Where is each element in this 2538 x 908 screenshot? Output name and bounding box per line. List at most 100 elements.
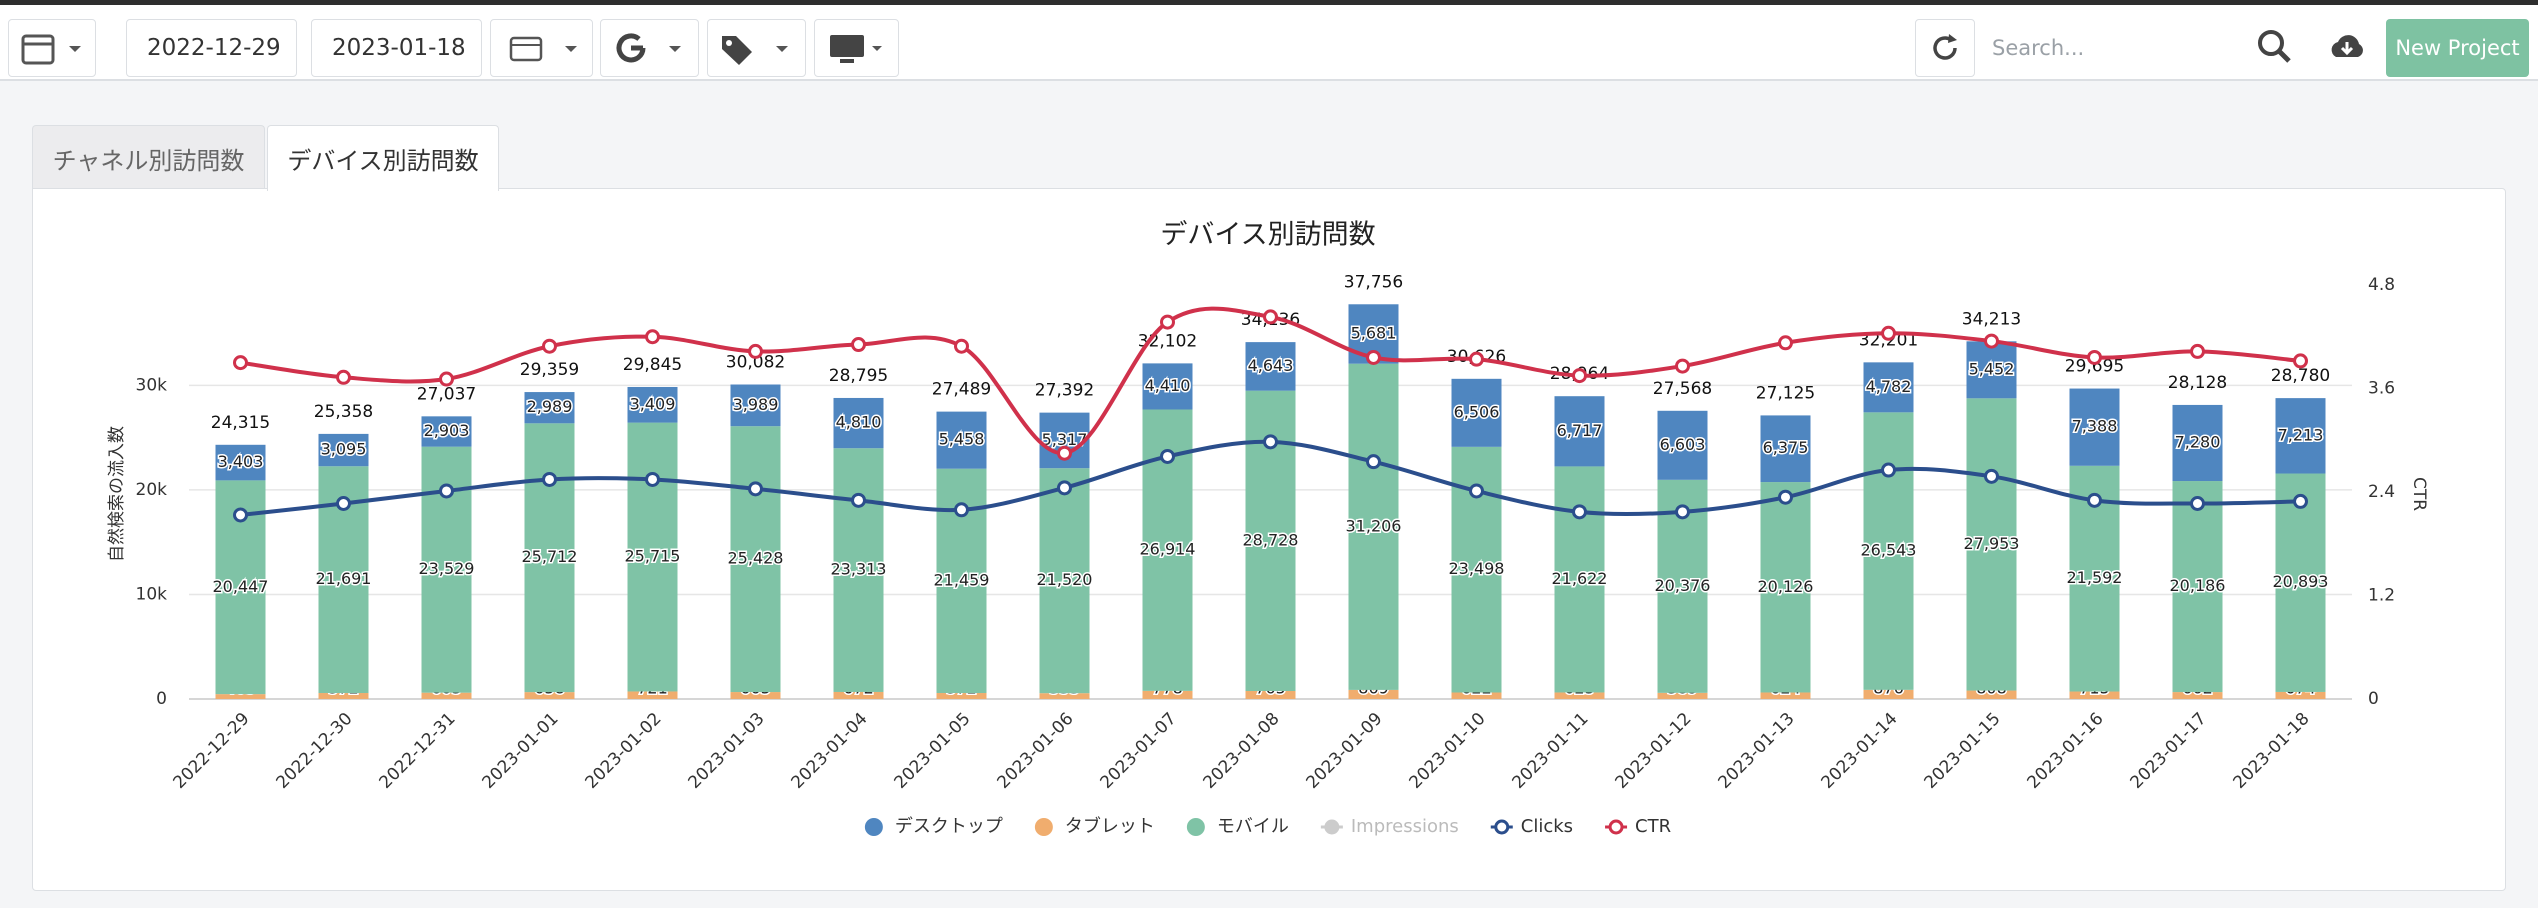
x-tick-label: 2023-01-13 <box>1715 709 1799 793</box>
bar-label: 5,452 <box>1969 359 2015 378</box>
new-project-button[interactable]: New Project <box>2386 19 2529 77</box>
bar-label: 2,903 <box>424 421 470 440</box>
bar-label: 26,543 <box>1861 541 1917 560</box>
bar-label: 23,498 <box>1449 559 1505 578</box>
bar-segment <box>1863 689 1914 699</box>
y2-axis-title: CTR <box>2409 477 2429 511</box>
bar-label: 25,715 <box>625 547 681 566</box>
bar-segment <box>627 422 678 692</box>
bar-segment <box>2172 404 2223 482</box>
chart-title: デバイス別訪問数 <box>1160 220 1375 251</box>
legend-item[interactable]: Clicks <box>1490 816 1573 837</box>
bar-label: 4,810 <box>836 413 882 432</box>
x-tick-label: 2023-01-15 <box>1921 709 2005 793</box>
line-point <box>1881 462 1896 478</box>
bar-segment <box>524 423 575 693</box>
x-tick-label: 2023-01-03 <box>685 709 769 793</box>
legend-item[interactable]: タブレット <box>1034 815 1155 837</box>
total-label: 27,568 <box>1653 379 1712 399</box>
tab-active[interactable]: デバイス別訪問数 <box>267 125 499 191</box>
y2-tick-label: 0 <box>2368 689 2379 709</box>
line-point <box>748 481 763 497</box>
tab[interactable]: チャネル別訪問数 <box>32 125 265 190</box>
y2-tick-label: 3.6 <box>2368 379 2395 399</box>
bar-label: 4,643 <box>1248 356 1294 375</box>
legend-marker <box>1608 819 1624 835</box>
calendar-icon <box>21 34 81 65</box>
bar-label: 23,313 <box>831 560 887 579</box>
compare-button[interactable] <box>490 19 593 77</box>
bar-label: 20,126 <box>1758 577 1814 596</box>
x-tick-label: 2023-01-04 <box>788 709 872 793</box>
device-icon <box>829 35 882 63</box>
y2-tick-label: 1.2 <box>2368 586 2395 606</box>
bar-segment <box>833 691 884 699</box>
bar-segment <box>1554 692 1605 699</box>
total-label: 29,695 <box>2065 357 2124 377</box>
line-point <box>1675 504 1690 520</box>
bar-segment <box>1966 690 2017 699</box>
bar-segment <box>1554 396 1605 467</box>
bar-segment <box>1348 363 1399 690</box>
legend-item[interactable]: CTR <box>1605 816 1671 837</box>
bar-segment <box>1657 692 1708 699</box>
y-tick-label: 0 <box>156 689 167 709</box>
device-button[interactable] <box>814 19 899 77</box>
bar-segment <box>215 444 266 481</box>
legend-label: デスクトップ <box>895 816 1003 837</box>
bar-segment <box>833 448 884 692</box>
bar-segment <box>215 694 266 699</box>
line-point <box>542 338 557 354</box>
bar-label: 21,592 <box>2067 568 2123 587</box>
search-input[interactable]: Search... <box>1978 19 2238 77</box>
bar-segment <box>1863 362 1914 413</box>
bar-segment <box>524 692 575 699</box>
download-icon[interactable] <box>2326 27 2368 67</box>
y-tick-label: 10k <box>136 584 168 604</box>
line-point <box>851 492 866 508</box>
x-tick-label: 2023-01-08 <box>1200 709 1284 793</box>
tag-icon <box>721 36 788 65</box>
bar-label: 3,403 <box>218 452 264 471</box>
toolbar: 2022-12-29 2023-01-18 Search... New Proj… <box>0 5 2538 81</box>
total-label: 30,082 <box>726 353 785 373</box>
legend-item[interactable]: デスクトップ <box>864 816 1003 837</box>
x-tick-label: 2023-01-07 <box>1097 709 1181 793</box>
bar-segment <box>1451 692 1502 699</box>
line-point <box>2087 349 2102 365</box>
google-button[interactable] <box>600 19 699 77</box>
calendar-button[interactable] <box>8 19 96 77</box>
bar-segment <box>1348 689 1399 699</box>
line-point <box>2293 353 2308 369</box>
legend-item[interactable]: Impressions <box>1320 816 1459 837</box>
line-point <box>851 337 866 353</box>
bar-segment <box>1554 466 1605 693</box>
bar-label: 26,914 <box>1140 540 1196 559</box>
start-date[interactable]: 2022-12-29 <box>126 19 297 77</box>
bar-label: 23,529 <box>419 559 475 578</box>
end-date[interactable]: 2023-01-18 <box>311 19 482 77</box>
tag-button[interactable] <box>707 19 806 77</box>
legend-item[interactable]: モバイル <box>1186 816 1289 837</box>
x-tick-label: 2022-12-30 <box>273 709 357 793</box>
bar-label: 20,376 <box>1655 576 1711 595</box>
legend-label: タブレット <box>1065 815 1155 837</box>
y2-tick-label: 4.8 <box>2368 275 2395 295</box>
refresh-button[interactable] <box>1915 19 1975 77</box>
line-point <box>645 329 660 345</box>
google-icon <box>616 33 681 63</box>
bar-segment <box>1245 342 1296 391</box>
line-point <box>336 496 351 511</box>
search-icon[interactable] <box>2255 27 2295 67</box>
line-point <box>233 507 248 523</box>
bar-label: 21,691 <box>316 569 372 588</box>
x-tick-label: 2023-01-01 <box>479 709 563 793</box>
line-point <box>1366 349 1381 365</box>
bar-label: 3,095 <box>321 440 367 459</box>
bar-segment <box>1039 693 1090 699</box>
line-point <box>1263 309 1278 325</box>
bar-segment <box>936 411 987 469</box>
bar-segment <box>524 392 575 424</box>
bar-segment <box>1142 690 1193 699</box>
